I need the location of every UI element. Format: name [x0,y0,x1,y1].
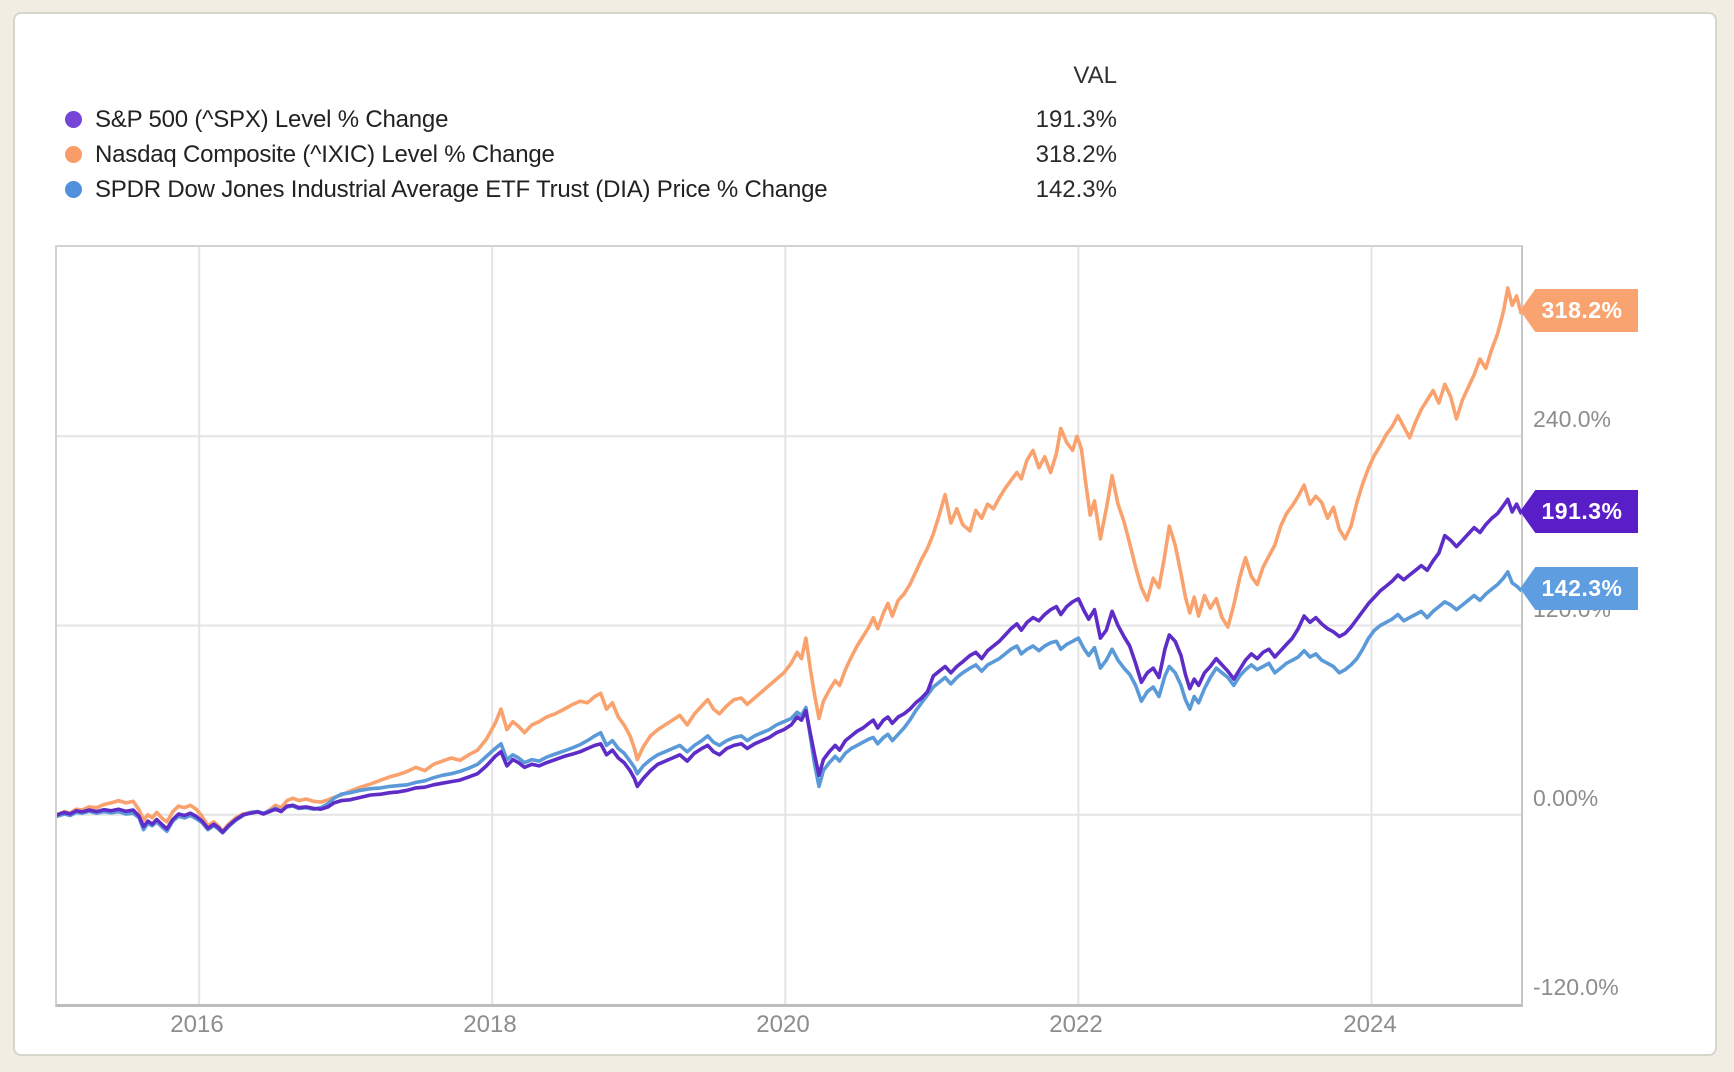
end-value-badge-ixic: 318.2% [1520,289,1638,332]
end-value-badge-spx: 191.3% [1520,490,1638,533]
legend-item-dia: SPDR Dow Jones Industrial Average ETF Tr… [65,172,828,207]
y-tick-label: 240.0% [1533,406,1612,432]
val-value-dia: 142.3% [1035,176,1117,203]
y-tick-label: -120.0% [1533,974,1619,1000]
x-tick-label: 2016 [170,1011,224,1038]
chart-canvas [57,247,1521,1004]
x-tick-label: 2022 [1049,1011,1103,1038]
legend-item-spx: S&P 500 (^SPX) Level % Change [65,102,448,137]
y-tick-label: 0.00% [1533,785,1599,811]
legend-label-dia: SPDR Dow Jones Industrial Average ETF Tr… [95,175,828,203]
val-value-spx: 191.3% [1035,106,1117,133]
end-value-badge-dia: 142.3% [1520,567,1638,610]
spx-series-dot-icon [65,111,82,128]
legend-item-ixic: Nasdaq Composite (^IXIC) Level % Change [65,137,555,172]
x-tick-label: 2018 [463,1011,517,1038]
ixic-series-dot-icon [65,146,82,163]
plot-area[interactable] [55,245,1523,1007]
legend-label-ixic: Nasdaq Composite (^IXIC) Level % Change [95,140,555,168]
val-column-header: VAL [1073,62,1117,89]
x-tick-label: 2024 [1343,1011,1397,1038]
x-tick-label: 2020 [756,1011,810,1038]
line-spx [57,497,1521,834]
dia-series-dot-icon [65,181,82,198]
chart-card: S&P 500 (^SPX) Level % Change Nasdaq Com… [13,12,1717,1056]
line-ixic [57,286,1521,834]
line-dia [57,570,1521,835]
val-value-ixic: 318.2% [1035,141,1117,168]
legend-label-spx: S&P 500 (^SPX) Level % Change [95,105,449,133]
